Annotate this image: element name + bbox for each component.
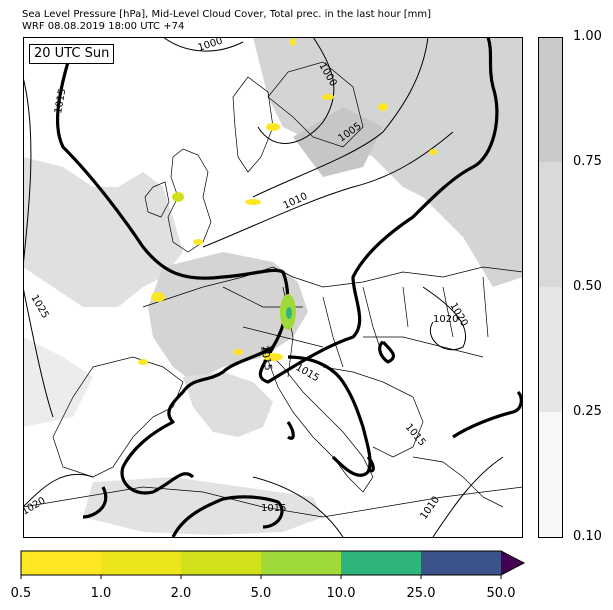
isobars bbox=[23, 37, 504, 538]
cloud-tick-label: 0.50 bbox=[573, 279, 602, 294]
cloud-band bbox=[538, 287, 563, 412]
precip-band bbox=[21, 551, 101, 575]
valid-time-label: 20 UTC Sun bbox=[29, 44, 115, 64]
map-frame bbox=[23, 37, 523, 538]
precipitation-cells bbox=[138, 38, 437, 365]
precip-band bbox=[261, 551, 341, 575]
precip-band bbox=[181, 551, 261, 575]
isobar-label: 1015 bbox=[261, 503, 286, 514]
precip-tick-label: 50.0 bbox=[486, 586, 516, 601]
isobar-label: 1015 bbox=[258, 345, 273, 372]
cloud-band bbox=[538, 162, 563, 287]
isobar-label: 1015 bbox=[53, 88, 68, 115]
precip-tick-label: 10.0 bbox=[326, 586, 356, 601]
cloud-band bbox=[538, 412, 563, 538]
precip-band bbox=[421, 551, 501, 575]
precip-tick-label: 0.5 bbox=[10, 586, 32, 601]
precip-tick-label: 5.0 bbox=[250, 586, 272, 601]
cloud-cover-colorbar bbox=[538, 37, 563, 538]
precip-band bbox=[341, 551, 421, 575]
weather-map: 1000 1000 1005 1010 1015 1025 1020 1020 … bbox=[23, 37, 523, 538]
precipitation-colorbar bbox=[20, 550, 526, 579]
cloud-tick-label: 0.25 bbox=[573, 404, 602, 419]
isobar-label: 1020 bbox=[433, 314, 458, 325]
coastlines bbox=[23, 61, 523, 518]
precip-extend-arrow bbox=[501, 551, 524, 575]
precip-tick-label: 1.0 bbox=[90, 586, 112, 601]
cloud-tick-label: 0.10 bbox=[573, 529, 602, 544]
precip-tick-label: 2.0 bbox=[170, 586, 192, 601]
cloud-tick-label: 0.75 bbox=[573, 154, 602, 169]
map-subtitle: WRF 08.08.2019 18:00 UTC +74 bbox=[22, 21, 185, 32]
precip-band bbox=[101, 551, 181, 575]
precip-tick-label: 25.0 bbox=[406, 586, 436, 601]
cloud-tick-label: 1.00 bbox=[573, 29, 602, 44]
cloud-cover-layer bbox=[23, 37, 523, 535]
cloud-band bbox=[538, 37, 563, 162]
isobar-1015-thick bbox=[55, 37, 523, 538]
map-title: Sea Level Pressure [hPa], Mid-Level Clou… bbox=[22, 9, 432, 20]
